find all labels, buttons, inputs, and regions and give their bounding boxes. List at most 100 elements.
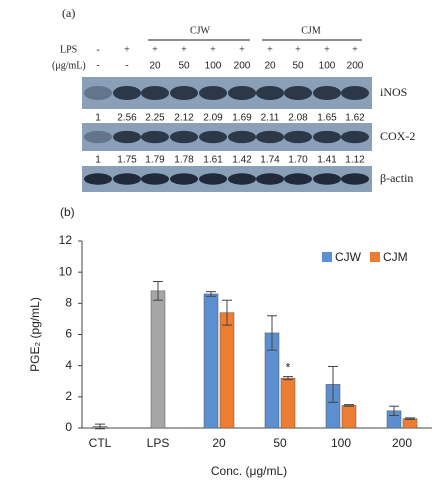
ratio: 1.70 (288, 155, 308, 166)
bar (151, 291, 165, 428)
ratio: 1.62 (345, 113, 365, 124)
x-tick-label: 100 (331, 436, 351, 450)
band (199, 131, 227, 143)
ratio: 1.75 (117, 155, 137, 166)
y-axis-label: PGE₂ (pg/mL) (28, 297, 42, 372)
ratio: 1 (95, 155, 101, 166)
ratio: 1.12 (345, 155, 365, 166)
lps-sign: - (96, 44, 99, 55)
y-tick-label: 12 (59, 233, 73, 247)
band (170, 86, 198, 100)
band-name: iNOS (380, 85, 407, 99)
x-tick-label: 50 (273, 436, 287, 450)
lps-sign: + (210, 44, 216, 55)
legend-swatch (322, 252, 332, 262)
lps-sign: + (181, 44, 187, 55)
band (256, 173, 284, 184)
panel-label: (a) (62, 6, 75, 20)
band (84, 173, 112, 184)
y-tick-label: 8 (65, 296, 72, 310)
band (313, 86, 341, 100)
group-label: CJW (190, 25, 211, 36)
conc-label: 20 (264, 61, 276, 72)
conc-label: 50 (292, 61, 304, 72)
band (284, 131, 312, 143)
band (341, 86, 369, 100)
lps-sign: + (239, 44, 245, 55)
group-label: CJM (301, 25, 321, 36)
ratio: 1.79 (145, 155, 165, 166)
band (228, 86, 256, 100)
figure: (a) CJW CJM LPS (μg/mL) (b) -+++++++++--… (0, 0, 442, 485)
band-name: β-actin (380, 171, 413, 185)
band (113, 131, 141, 143)
ratio: 1.61 (203, 155, 223, 166)
conc-label: - (125, 61, 128, 72)
x-tick-label: 20 (212, 436, 226, 450)
band (199, 86, 227, 100)
conc-label: 50 (178, 61, 190, 72)
ratio: 2.12 (174, 113, 194, 124)
band (113, 86, 141, 100)
legend-swatch (370, 252, 380, 262)
lps-sign: + (267, 44, 273, 55)
ratio: 1 (95, 113, 101, 124)
band (341, 173, 369, 184)
band (313, 131, 341, 143)
band (228, 131, 256, 143)
conc-label: 200 (347, 61, 364, 72)
ratio: 1.69 (232, 113, 252, 124)
band (256, 131, 284, 143)
ratio: 2.11 (261, 113, 280, 124)
band (256, 86, 284, 100)
conc-label: - (96, 61, 99, 72)
lps-sign: + (124, 44, 130, 55)
band (313, 173, 341, 184)
band (170, 131, 198, 143)
legend-label: CJW (335, 250, 362, 264)
x-tick-label: LPS (147, 436, 170, 450)
band (170, 173, 198, 184)
band (141, 173, 169, 184)
band-name: COX-2 (380, 129, 415, 143)
bar (281, 378, 295, 428)
x-axis-label: Conc. (μg/mL) (211, 464, 287, 478)
ratio: 2.56 (117, 113, 137, 124)
band (141, 131, 169, 143)
bar (342, 405, 356, 428)
lps-sign: + (324, 44, 330, 55)
conc-label: 100 (319, 61, 336, 72)
ratio: 1.78 (174, 155, 194, 166)
y-tick-label: 6 (65, 327, 72, 341)
band (284, 173, 312, 184)
bar (204, 294, 218, 428)
bar (403, 419, 417, 428)
panel-label: (b) (60, 205, 75, 219)
lps-sign: + (152, 44, 158, 55)
band (84, 86, 112, 100)
band (284, 86, 312, 100)
x-tick-label: 200 (392, 436, 412, 450)
conc-label: 100 (205, 61, 222, 72)
y-tick-label: 4 (65, 358, 72, 372)
y-tick-label: 2 (65, 389, 72, 403)
ratio: 2.09 (203, 113, 223, 124)
ratio: 1.41 (317, 155, 337, 166)
ratio: 2.08 (288, 113, 308, 124)
conc-label: 200 (234, 61, 251, 72)
x-tick-label: CTL (89, 436, 112, 450)
ratio: 1.65 (317, 113, 337, 124)
y-tick-label: 10 (59, 264, 73, 278)
y-tick-label: 0 (65, 420, 72, 434)
band (228, 173, 256, 184)
row-label: LPS (60, 44, 77, 55)
band (199, 173, 227, 184)
bar (220, 313, 234, 428)
row-label: (μg/mL) (52, 60, 86, 71)
band (141, 86, 169, 100)
lps-sign: + (352, 44, 358, 55)
legend-label: CJM (383, 250, 408, 264)
conc-label: 20 (149, 61, 161, 72)
band (113, 173, 141, 184)
ratio: 2.25 (145, 113, 165, 124)
